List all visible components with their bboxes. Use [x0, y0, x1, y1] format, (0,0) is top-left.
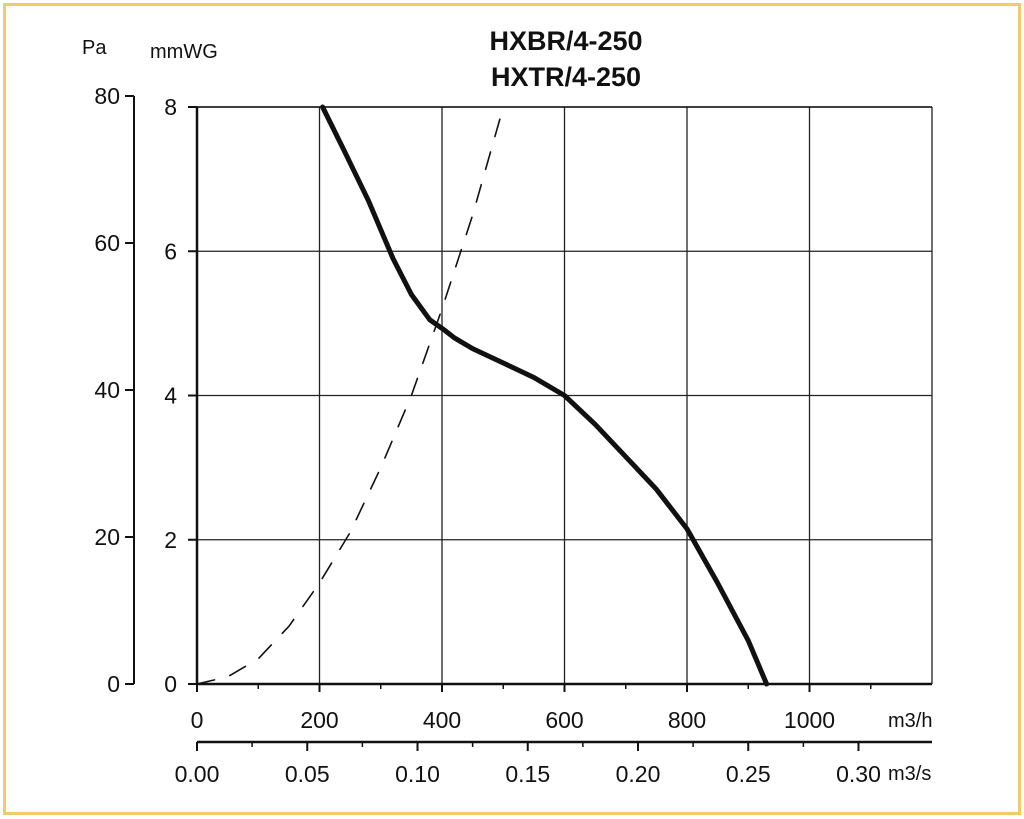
axes	[125, 95, 932, 751]
m3s-tick-label: 0.10	[395, 761, 440, 787]
m3h-tick-label: 800	[668, 707, 706, 733]
m3s-tick-label: 0.25	[726, 761, 771, 787]
m3h-tick-label: 400	[423, 707, 461, 733]
pa-tick-label: 80	[94, 83, 120, 109]
pa-tick-label: 40	[94, 377, 120, 403]
x-axis-unit-m3h: m3/h	[888, 710, 932, 732]
m3s-tick-label: 0.00	[175, 761, 220, 787]
x-axis-unit-m3s: m3/s	[888, 763, 931, 785]
pa-tick-label: 20	[94, 524, 120, 550]
chart-title-line-2: HXTR/4-250	[491, 62, 641, 92]
m3s-tick-label: 0.05	[285, 761, 330, 787]
fan-performance-curve	[320, 104, 770, 687]
mmwg-tick-label: 2	[164, 527, 177, 553]
m3h-tick-label: 0	[191, 707, 204, 733]
mmwg-tick-label: 0	[164, 671, 177, 697]
mmwg-tick-label: 6	[164, 238, 177, 264]
chart-frame	[3, 3, 1021, 815]
pa-tick-label: 60	[94, 230, 120, 256]
mmwg-tick-label: 4	[164, 383, 177, 409]
m3h-tick-label: 1000	[784, 707, 835, 733]
m3h-tick-label: 200	[300, 707, 338, 733]
mmwg-tick-label: 8	[164, 94, 177, 120]
m3s-tick-label: 0.15	[505, 761, 550, 787]
curves	[196, 104, 770, 687]
y-axis-unit-pa: Pa	[82, 37, 107, 59]
m3s-tick-label: 0.30	[836, 761, 881, 787]
m3s-tick-label: 0.20	[616, 761, 661, 787]
chart-title-line-1: HXBR/4-250	[489, 26, 642, 56]
y-axis-unit-mmwg: mmWG	[150, 41, 218, 63]
m3h-tick-label: 600	[545, 707, 583, 733]
pa-tick-label: 0	[107, 671, 120, 697]
